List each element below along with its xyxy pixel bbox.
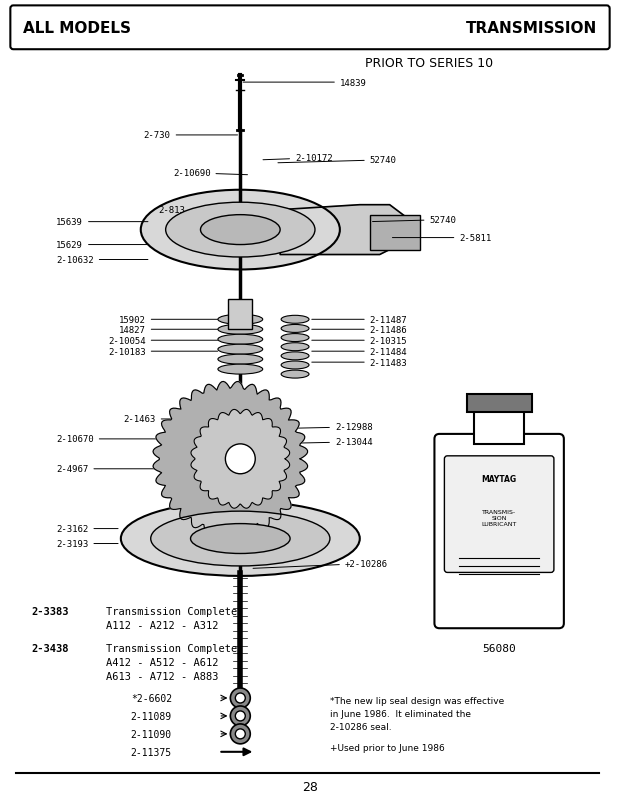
Text: 2-1463: 2-1463 [123, 415, 223, 424]
Text: A613 - A712 - A883: A613 - A712 - A883 [106, 672, 218, 681]
Text: PRIOR TO SERIES 10: PRIOR TO SERIES 10 [365, 57, 494, 70]
Text: 15902: 15902 [119, 315, 218, 324]
Ellipse shape [218, 354, 263, 365]
Ellipse shape [281, 325, 309, 333]
Bar [467, 394, 532, 413]
Text: Transmission Complete: Transmission Complete [106, 643, 237, 654]
FancyBboxPatch shape [11, 6, 609, 50]
Text: A412 - A512 - A612: A412 - A512 - A612 [106, 658, 218, 667]
Text: 2-11484: 2-11484 [312, 347, 407, 356]
Text: 15639: 15639 [56, 218, 148, 227]
Text: 2-3438: 2-3438 [31, 643, 69, 654]
Ellipse shape [218, 315, 263, 325]
Text: 2-10054: 2-10054 [108, 337, 218, 345]
Text: A112 - A212 - A312: A112 - A212 - A312 [106, 620, 218, 630]
Bar [474, 410, 524, 444]
Ellipse shape [190, 524, 290, 554]
Ellipse shape [218, 345, 263, 354]
Bar [231, 419, 250, 454]
Ellipse shape [218, 365, 263, 375]
Text: 52740: 52740 [278, 157, 397, 165]
Circle shape [236, 711, 246, 721]
Text: 2-11375: 2-11375 [131, 747, 172, 757]
Text: 2-3193: 2-3193 [56, 539, 118, 548]
Circle shape [226, 444, 255, 474]
Text: TRANSMIS-
SION
LUBRICANT: TRANSMIS- SION LUBRICANT [482, 509, 517, 526]
Ellipse shape [281, 334, 309, 342]
Polygon shape [280, 205, 410, 255]
Text: 2-10183: 2-10183 [108, 347, 218, 356]
Circle shape [231, 724, 250, 744]
Text: 56080: 56080 [482, 643, 516, 654]
Text: 2-13044: 2-13044 [263, 438, 373, 447]
Text: 2-10670: 2-10670 [56, 435, 223, 444]
Text: Transmission Complete: Transmission Complete [106, 607, 237, 616]
Ellipse shape [218, 325, 263, 335]
Ellipse shape [281, 343, 309, 351]
Text: MAYTAG: MAYTAG [482, 474, 516, 483]
Text: *The new lip seal design was effective
in June 1986.  It eliminated the
2-10286 : *The new lip seal design was effective i… [330, 696, 504, 732]
FancyBboxPatch shape [445, 457, 554, 573]
Text: 2-12988: 2-12988 [263, 423, 373, 432]
Text: TRANSMISSION: TRANSMISSION [466, 21, 596, 36]
Text: *2-6602: *2-6602 [131, 693, 172, 703]
Polygon shape [191, 410, 290, 508]
Text: 2-3162: 2-3162 [56, 525, 118, 534]
Text: 2-10315: 2-10315 [312, 337, 407, 345]
Text: 2-11486: 2-11486 [312, 325, 407, 334]
Ellipse shape [121, 501, 360, 576]
Circle shape [231, 706, 250, 726]
Bar [228, 300, 252, 330]
Ellipse shape [141, 191, 340, 270]
Text: 52740: 52740 [373, 216, 456, 225]
Ellipse shape [281, 353, 309, 360]
Ellipse shape [281, 371, 309, 379]
Text: 2-3383: 2-3383 [31, 607, 69, 616]
Text: +2-10286: +2-10286 [253, 560, 388, 569]
Text: 2-730: 2-730 [144, 131, 237, 140]
Text: ALL MODELS: ALL MODELS [24, 21, 131, 36]
Text: 2-11487: 2-11487 [312, 315, 407, 324]
Ellipse shape [200, 216, 280, 245]
Text: 28: 28 [302, 779, 318, 792]
Text: 2-10172: 2-10172 [263, 154, 333, 163]
Text: 2-10690: 2-10690 [173, 169, 247, 178]
Text: 2-11483: 2-11483 [312, 358, 407, 367]
Text: 2-813: 2-813 [159, 206, 208, 215]
Text: 2-11090: 2-11090 [131, 729, 172, 739]
Ellipse shape [281, 362, 309, 370]
Ellipse shape [151, 512, 330, 566]
Text: 14827: 14827 [119, 325, 218, 334]
Bar [370, 216, 420, 251]
Text: 2-11089: 2-11089 [131, 711, 172, 721]
Text: +Used prior to June 1986: +Used prior to June 1986 [330, 743, 445, 752]
Ellipse shape [218, 335, 263, 345]
Polygon shape [153, 382, 308, 537]
Text: 2-4967: 2-4967 [56, 465, 223, 474]
Text: 14839: 14839 [243, 79, 367, 88]
Ellipse shape [166, 203, 315, 258]
Circle shape [231, 689, 250, 708]
Ellipse shape [281, 316, 309, 324]
Text: 2-10632: 2-10632 [56, 255, 148, 264]
Text: 15629: 15629 [56, 241, 148, 250]
FancyBboxPatch shape [435, 435, 564, 629]
Circle shape [236, 693, 246, 703]
Circle shape [236, 729, 246, 739]
Text: 2-5811: 2-5811 [392, 234, 492, 242]
